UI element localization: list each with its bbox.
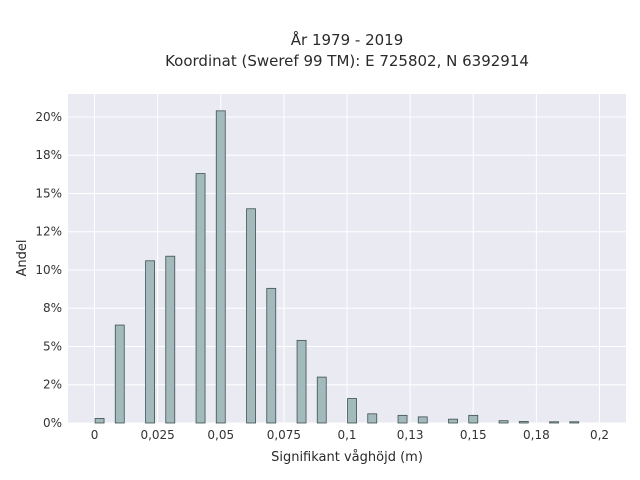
histogram-bar (397, 414, 408, 424)
histogram-bar (296, 339, 307, 424)
y-tick-label: 15% (35, 186, 62, 200)
histogram-bar (518, 421, 529, 424)
histogram-bar (165, 255, 176, 424)
y-tick-labels: 0% 2% 5% 8% 10% 12% 15% 18% 20% (35, 110, 62, 430)
histogram-bar (417, 416, 428, 424)
histogram-bar (347, 398, 357, 424)
x-tick-label: 0,18 (523, 428, 550, 442)
histogram-bar (549, 421, 559, 424)
histogram-bar (498, 420, 509, 424)
x-tick-label: 0,025 (140, 428, 174, 442)
histogram-bar (448, 418, 458, 424)
histogram-bar (367, 413, 378, 424)
y-tick-label: 2% (43, 378, 62, 392)
y-tick-label: 8% (43, 301, 62, 315)
histogram-bar (246, 208, 256, 424)
histogram-bar (145, 260, 155, 424)
histogram-bar (94, 418, 105, 424)
x-tick-label: 0,13 (397, 428, 424, 442)
x-tick-label: 0,2 (590, 428, 609, 442)
y-tick-label: 5% (43, 339, 62, 353)
y-tick-label: 0% (43, 416, 62, 430)
y-axis-label: Andel (15, 240, 30, 277)
histogram-bar (266, 287, 277, 424)
x-tick-labels: 0 0,025 0,05 0,075 0,1 0,13 0,15 0,18 0,2 (91, 428, 609, 442)
x-tick-label: 0,15 (460, 428, 487, 442)
histogram-bar (468, 414, 479, 424)
chart-subtitle: Koordinat (Sweref 99 TM): E 725802, N 63… (165, 52, 529, 70)
histogram-bar (215, 110, 226, 424)
y-tick-label: 20% (35, 110, 62, 124)
y-tick-label: 18% (35, 148, 62, 162)
x-tick-label: 0,075 (267, 428, 301, 442)
x-tick-label: 0,1 (337, 428, 356, 442)
x-tick-label: 0 (91, 428, 99, 442)
bars (94, 110, 580, 424)
x-tick-label: 0,05 (207, 428, 234, 442)
y-tick-label: 12% (35, 225, 62, 239)
histogram-bar (114, 324, 125, 424)
chart-title: År 1979 - 2019 (291, 30, 404, 49)
x-axis-label: Signifikant våghöjd (m) (271, 450, 423, 465)
y-tick-label: 10% (35, 263, 62, 277)
histogram-bar (569, 421, 580, 424)
histogram-bar (316, 376, 327, 424)
histogram-bar (195, 173, 206, 424)
